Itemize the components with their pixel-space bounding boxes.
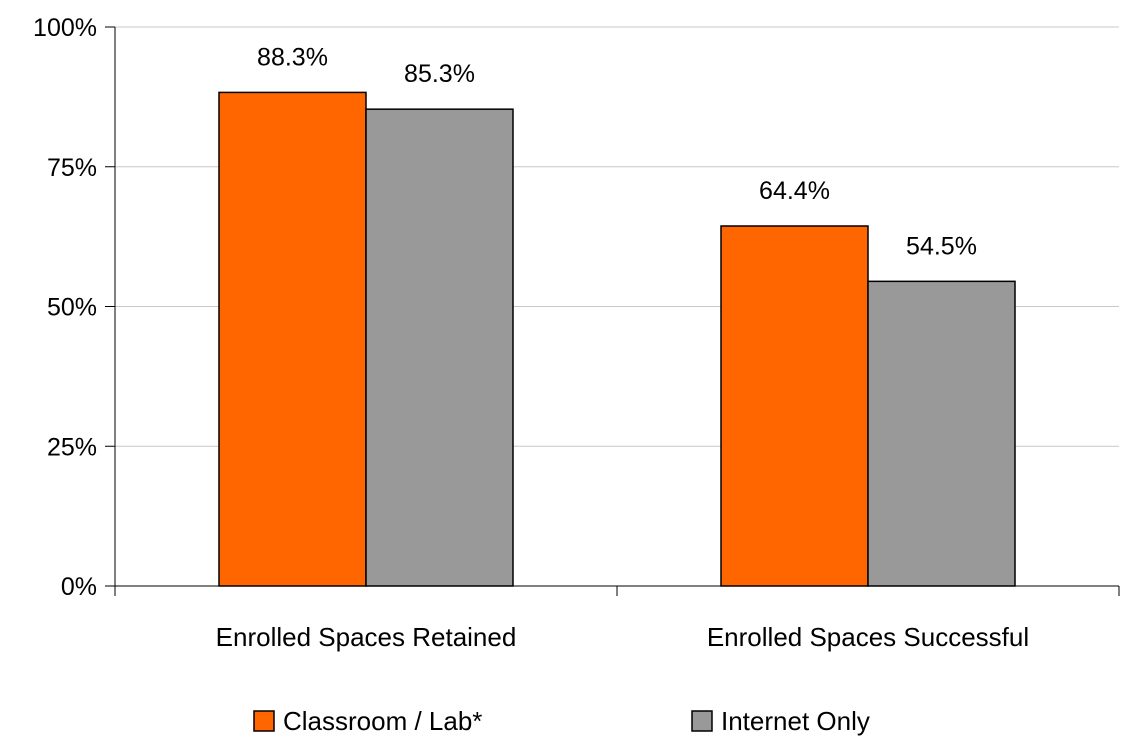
legend-swatch bbox=[253, 710, 275, 732]
legend: Classroom / Lab* Internet Only bbox=[253, 706, 870, 736]
y-tick-label: 100% bbox=[33, 14, 97, 42]
bar-classroom-lab bbox=[218, 91, 367, 587]
bars bbox=[218, 91, 1016, 587]
x-category-label: Enrolled Spaces Retained bbox=[216, 622, 517, 652]
legend-label: Internet Only bbox=[721, 706, 870, 736]
y-tick-label: 25% bbox=[47, 433, 97, 461]
bar-value-label: 88.3% bbox=[257, 43, 328, 71]
y-tick-label: 0% bbox=[61, 573, 97, 601]
bar-value-label: 64.4% bbox=[759, 177, 830, 205]
y-tick-label: 75% bbox=[47, 154, 97, 182]
bar-internet-only bbox=[365, 108, 514, 587]
bar-internet-only bbox=[867, 280, 1016, 587]
bar-value-label: 54.5% bbox=[906, 232, 977, 260]
y-tick-label: 50% bbox=[47, 294, 97, 322]
bar-value-label: 85.3% bbox=[404, 60, 475, 88]
bar-classroom-lab bbox=[720, 225, 869, 587]
legend-swatch bbox=[691, 710, 713, 732]
axes: 0% 25% 50% 75% 100% Enrolled Spaces Retained E… bbox=[33, 14, 1120, 652]
x-category-label: Enrolled Spaces Successful bbox=[707, 622, 1029, 652]
data-labels: 88.3% 85.3% 64.4% 54.5% bbox=[257, 43, 977, 260]
legend-label: Classroom / Lab* bbox=[283, 706, 482, 736]
